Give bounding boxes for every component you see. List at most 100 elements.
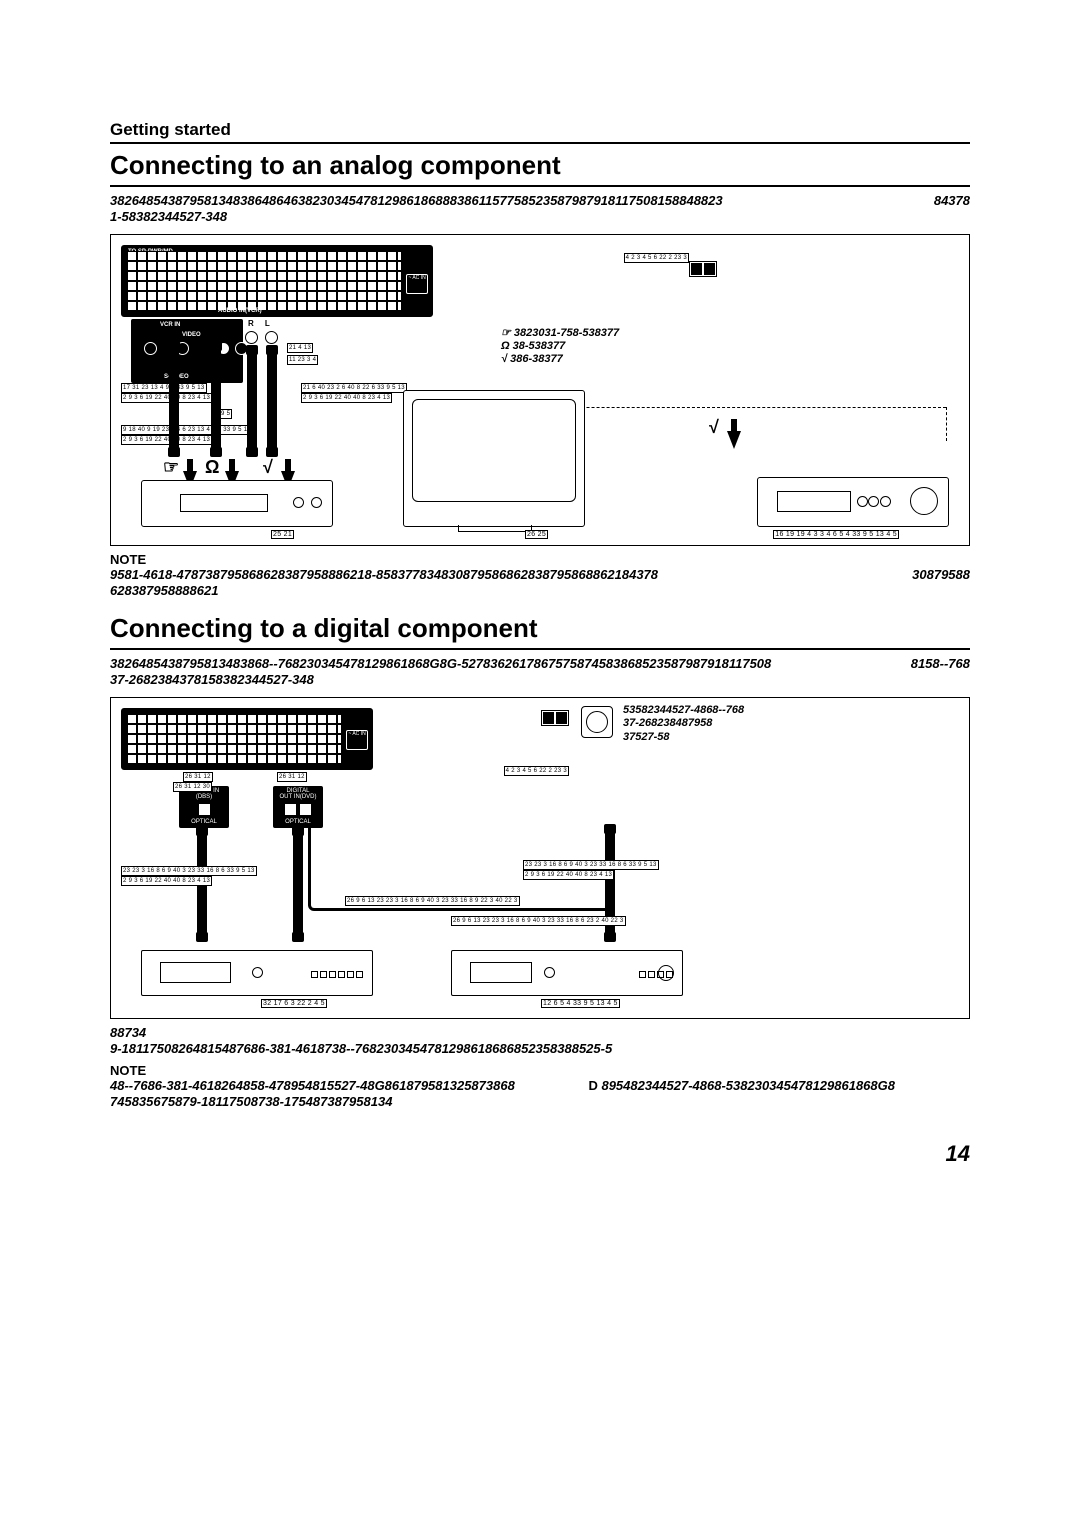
vcr-slot [180,494,268,512]
jack [265,331,278,344]
cable-label: 23 23 3 16 8 6 9 40 3 23 33 16 8 6 33 9 … [523,860,659,870]
note-label-2: NOTE [110,1063,970,1078]
av-label: 4 2 3 4 5 6 22 2 23 3 [504,766,569,776]
display [160,962,231,983]
intro-analog-right: 84378 [934,193,970,209]
knob [857,496,868,507]
note-line2: 745835675879-18117508738-175487387958134 [110,1094,392,1109]
signal-sym: ☞ [163,457,179,478]
dolby-icon [689,261,717,277]
intro-digital: 8158--768 3826485438795813483868--768230… [110,656,970,689]
cable-label: 2 9 3 6 19 22 40 40 8 23 4 13 [301,393,392,403]
cable-label: 11 23 3 4 [287,355,318,365]
optical-cable [293,834,303,934]
vcr-in-box: VCR IN VIDEO S-VIDEO [131,319,243,383]
dust-cap-icon [581,706,613,738]
cable [267,353,277,449]
ac-in: ~ AC IN [406,274,428,294]
note-label: NOTE [110,552,970,567]
diagram-analog: TO SP-PWR/MD ~ AC IN AUDIO IN(VCR) 4 2 3… [110,234,970,546]
legend-b: Ω 38-538377 [501,340,619,353]
heading-digital: Connecting to a digital component [110,613,970,650]
jack [245,331,258,344]
rl-label: R L [248,319,270,328]
cable-label: 21 4 13 [287,343,313,353]
knob [252,967,263,978]
receiver-panel: TO SP-PWR/MD ~ AC IN AUDIO IN(VCR) [121,245,433,317]
knob [293,497,304,508]
long-label: 26 9 6 13 23 23 3 16 8 6 9 40 3 23 33 16… [345,896,520,906]
long-label: 26 9 6 13 23 23 3 16 8 6 9 40 3 23 33 16… [451,916,626,926]
ac-in: ~ AC IN [346,730,368,750]
coax-label: 26 31 12 [183,772,213,782]
tv-base [458,525,532,532]
vcr-in-label: VCR IN [160,322,180,328]
caption-dbs: 16 19 19 4 3 3 4 6 5 4 33 9 5 13 4 5 [773,530,899,539]
knob [544,967,555,978]
note-line2: 628387958888621 [110,583,218,598]
cable-label: 21 6 40 23 2 6 40 8 22 6 33 9 5 13 [301,383,407,393]
tv-screen [412,399,576,502]
coax-label: 26 31 12 [277,772,307,782]
intro-right: 8158--768 [911,656,970,672]
vcr-device [141,480,333,527]
note-main: 9581-4618-478738795868628387958886218-85… [110,567,658,582]
digital-in-dbs: DIGITAL IN(DBS)OPTICAL [179,786,229,828]
knob [880,496,891,507]
cable-label: 17 31 23 13 4 9 6 33 9 5 13 [121,383,207,393]
cable-label: 9 18 40 9 19 23 3 4 6 23 13 4 5 6 33 9 5… [121,425,253,435]
note-right: 895482344527-4868-538230345478129861868G… [601,1078,895,1094]
cable-label: 23 23 3 16 8 6 9 40 3 23 33 16 8 6 33 9 … [121,866,257,876]
footer-tip-label: 88734 [110,1025,146,1040]
diagram-digital: ~ AC IN 4 2 3 4 5 6 22 2 23 3 5358234452… [110,697,970,1019]
tip2: 37-268238487958 [623,717,933,731]
heading-analog: Connecting to an analog component [110,150,970,187]
av-label: 4 2 3 4 5 6 22 2 23 3 [624,253,689,263]
intro-analog: 84378 3826485438795813483864864638230345… [110,193,970,226]
signal-sym: Ω [205,457,219,478]
intro-analog-line2: 1-58382344527-348 [110,209,227,224]
intro-line2: 37-2682384378158382344527-348 [110,672,314,687]
arrow-down-icon [727,431,741,449]
intro-main: 3826485438795813483868--7682303454781298… [110,656,771,671]
cable [211,349,221,449]
legend: ☞ 3823031-758-538377 Ω 38-538377 √ 386-3… [501,327,619,367]
tv-device [403,390,585,527]
intro-analog-main: 3826485438795813483864864638230345478129… [110,193,723,208]
legend-a: ☞ 3823031-758-538377 [501,327,619,340]
cable-label: 2 9 3 6 19 22 40 40 8 23 4 13 [523,870,614,880]
note-analog: 30879588 9581-4618-478738795868628387958… [110,567,970,600]
caption-left: 32 17 6 3 22 2 4 5 [261,999,327,1008]
tip3: 37527-58 [623,731,933,745]
footer-tip-text: 9-18117508264815487686-381-4618738--7682… [110,1041,612,1056]
digital-out: DIGITALOUT IN(DVD)OPTICAL [273,786,323,828]
buttons [310,965,364,983]
knob [311,497,322,508]
l-label: L [265,319,270,328]
knob [658,965,674,981]
caption-tv: 26 25 [525,530,548,539]
note-right-prefix: D [588,1078,597,1094]
vcr-video-label: VIDEO [182,332,201,338]
page-number: 14 [110,1141,970,1167]
footer-tip: 88734 9-18117508264815487686-381-4618738… [110,1025,970,1058]
cable-label: 2 9 3 6 19 22 40 40 8 23 4 13 [121,393,212,403]
caption-right: 12 6 5 4 33 9 5 13 4 5 [541,999,620,1008]
md-recorder [451,950,683,996]
caption-vcr: 25 21 [271,530,294,539]
note-digital: 48--7686-381-4618264858-478954815527-48G… [110,1078,970,1111]
cable [169,349,179,449]
section-label: Getting started [110,120,970,144]
legend-c: √ 386-38377 [501,353,619,366]
signal-sym: √ [263,457,273,478]
disc [910,487,938,515]
knob [868,496,879,507]
dashed-line [946,407,947,441]
signal-sym: √ [709,417,719,438]
cable-label: 2 9 3 6 19 22 40 40 8 23 4 13 [121,876,212,886]
display [470,962,532,983]
jack [144,342,157,355]
dbs-tuner [141,950,373,996]
dbs-device [757,477,949,527]
note-main: 48--7686-381-4618264858-478954815527-48G… [110,1078,515,1094]
